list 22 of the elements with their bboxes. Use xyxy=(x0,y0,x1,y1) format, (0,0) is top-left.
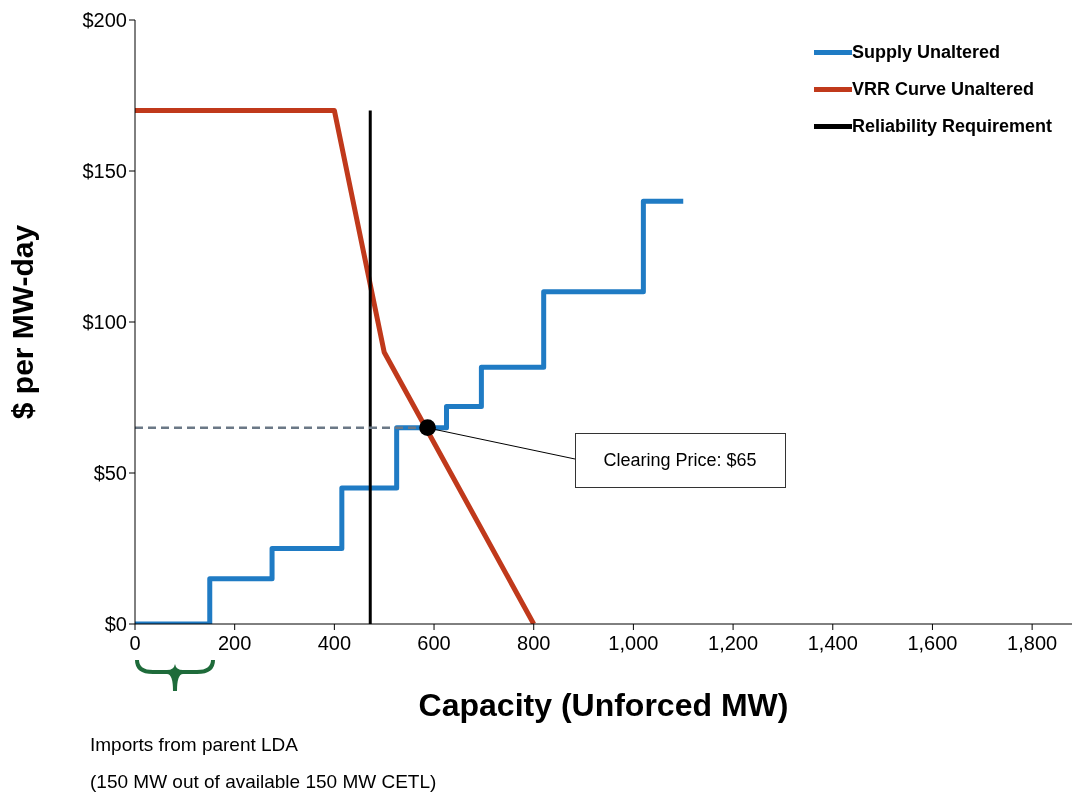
x-tick-label: 1,400 xyxy=(807,632,858,655)
legend-label: Supply Unaltered xyxy=(851,42,1000,63)
y-axis-title: $ per MW-day xyxy=(5,224,39,420)
x-tick-label: 400 xyxy=(317,632,352,655)
x-tick-label: 1,800 xyxy=(1007,632,1058,655)
x-tick-label: 1,600 xyxy=(907,632,958,655)
x-tick-label: 1,000 xyxy=(608,632,659,655)
x-tick-label: 200 xyxy=(217,632,252,655)
y-tick-label: $50 xyxy=(93,462,127,485)
legend-label: Reliability Requirement xyxy=(851,116,1052,137)
x-tick-label: 0 xyxy=(129,632,141,655)
x-tick-label: 1,200 xyxy=(708,632,759,655)
y-tick-label: $150 xyxy=(82,160,127,183)
y-tick-label: $0 xyxy=(104,613,127,636)
y-tick-label: $200 xyxy=(82,9,127,32)
y-tick-label: $100 xyxy=(82,311,127,334)
x-tick-label: 600 xyxy=(417,632,451,655)
x-axis-title: Capacity (Unforced MW) xyxy=(418,687,789,723)
x-tick-label: 800 xyxy=(517,632,551,655)
text: Imports from parent LDA (150 MW out of available 150 MW CETL) xyxy=(90,733,437,793)
annotation: Clearing Price: $65 xyxy=(574,432,786,488)
legend-label: VRR Curve Unaltered xyxy=(851,79,1034,100)
